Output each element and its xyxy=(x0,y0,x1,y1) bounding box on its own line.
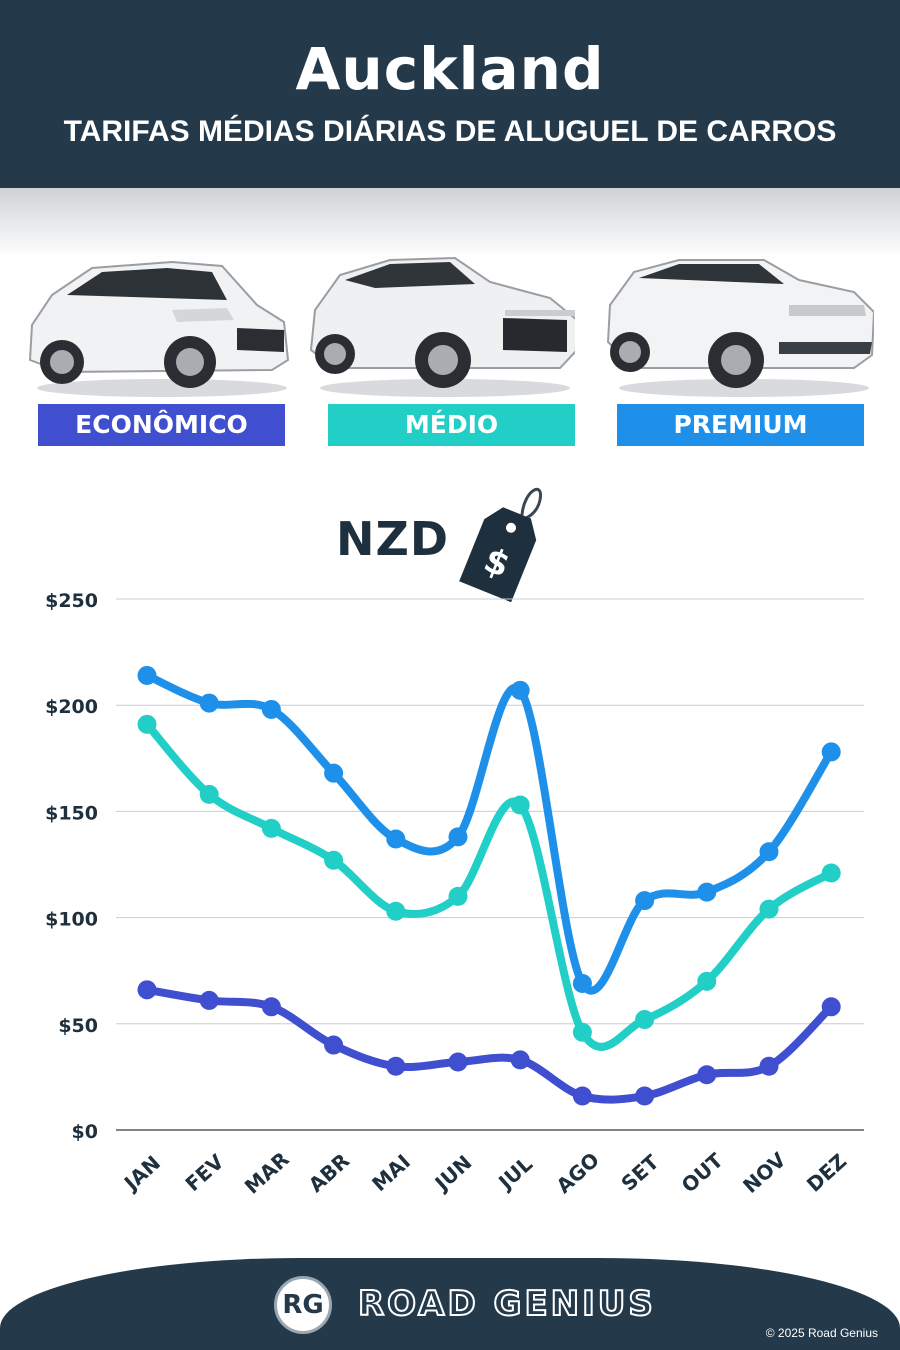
data-point-0 xyxy=(697,1065,717,1085)
premium-car-image xyxy=(606,259,874,397)
x-tick-label: SET xyxy=(616,1150,663,1196)
x-tick-label: ABR xyxy=(304,1148,354,1197)
legend-midsize-label: MÉDIO xyxy=(404,410,499,439)
data-point-1 xyxy=(448,886,468,906)
rental-rate-chart: $0 $50 $100 $150 $200 $250 JAN FEV MAR ABR MAI JUN… xyxy=(45,590,864,1199)
copyright: © 2025 Road Genius xyxy=(765,1326,878,1340)
price-tag-icon: $ xyxy=(459,487,542,603)
x-tick-label: MAR xyxy=(240,1147,294,1199)
data-point-0 xyxy=(137,980,157,1000)
data-point-2 xyxy=(261,699,281,719)
data-point-2 xyxy=(448,827,468,847)
y-tick-label: $250 xyxy=(45,590,98,612)
data-point-0 xyxy=(821,997,841,1017)
y-tick-label: $150 xyxy=(45,802,98,824)
data-point-0 xyxy=(386,1056,406,1076)
data-point-2 xyxy=(759,842,779,862)
midsize-car-image xyxy=(309,256,575,397)
logo-badge xyxy=(274,1276,332,1334)
x-tick-label: FEV xyxy=(181,1149,229,1196)
data-point-1 xyxy=(137,714,157,734)
data-point-0 xyxy=(635,1086,655,1106)
data-point-2 xyxy=(137,665,157,685)
series-line-0 xyxy=(143,985,836,1104)
data-point-1 xyxy=(635,1010,655,1030)
x-tick-label: AGO xyxy=(552,1148,604,1199)
page-subtitle: TARIFAS MÉDIAS DIÁRIAS DE ALUGUEL DE CAR… xyxy=(63,115,837,148)
brand-name: ROAD GENIUS xyxy=(357,1283,656,1325)
x-tick-label: JAN xyxy=(118,1151,165,1197)
data-point-1 xyxy=(759,899,779,919)
data-point-1 xyxy=(510,795,530,815)
x-tick-label: NOV xyxy=(738,1147,791,1198)
data-point-2 xyxy=(821,742,841,762)
x-tick-label: JUL xyxy=(492,1152,537,1196)
y-tick-label: $50 xyxy=(58,1015,98,1037)
data-point-0 xyxy=(448,1052,468,1072)
data-point-0 xyxy=(759,1056,779,1076)
data-point-0 xyxy=(572,1086,592,1106)
x-tick-label: DEZ xyxy=(802,1149,851,1197)
currency-label: NZD xyxy=(336,512,450,566)
x-tick-label: JUN xyxy=(429,1150,477,1196)
legend-premium-label: PREMIUM xyxy=(673,410,808,439)
data-point-0 xyxy=(261,997,281,1017)
data-point-1 xyxy=(261,818,281,838)
y-tick-label: $100 xyxy=(45,909,98,931)
data-point-1 xyxy=(199,784,219,804)
y-tick-label: $0 xyxy=(72,1121,98,1143)
legend-economy-label: ECONÔMICO xyxy=(75,410,248,439)
y-tick-label: $200 xyxy=(45,696,98,718)
data-point-2 xyxy=(386,829,406,849)
data-point-2 xyxy=(697,882,717,902)
data-point-2 xyxy=(635,891,655,911)
data-point-0 xyxy=(510,1050,530,1070)
data-point-2 xyxy=(572,973,592,993)
data-point-1 xyxy=(697,971,717,991)
data-point-0 xyxy=(199,990,219,1010)
data-point-1 xyxy=(572,1022,592,1042)
page-title: Auckland xyxy=(295,35,605,103)
x-tick-label: MAI xyxy=(367,1150,415,1196)
header-shadow xyxy=(0,188,900,258)
footer xyxy=(0,1258,900,1350)
data-point-2 xyxy=(199,693,219,713)
data-point-1 xyxy=(324,850,344,870)
logo-mark: RG xyxy=(282,1290,324,1320)
data-point-1 xyxy=(821,863,841,883)
data-point-2 xyxy=(510,680,530,700)
legend-premium: PREMIUM xyxy=(617,404,864,446)
data-point-1 xyxy=(386,901,406,921)
x-tick-label: OUT xyxy=(677,1148,728,1197)
economy-car-image xyxy=(28,260,290,397)
data-point-0 xyxy=(324,1035,344,1055)
data-point-2 xyxy=(324,763,344,783)
header: Auckland TARIFAS MÉDIAS DIÁRIAS DE ALUGU… xyxy=(0,0,900,188)
legend-economy: ECONÔMICO xyxy=(38,404,285,446)
legend-midsize: MÉDIO xyxy=(328,404,575,446)
